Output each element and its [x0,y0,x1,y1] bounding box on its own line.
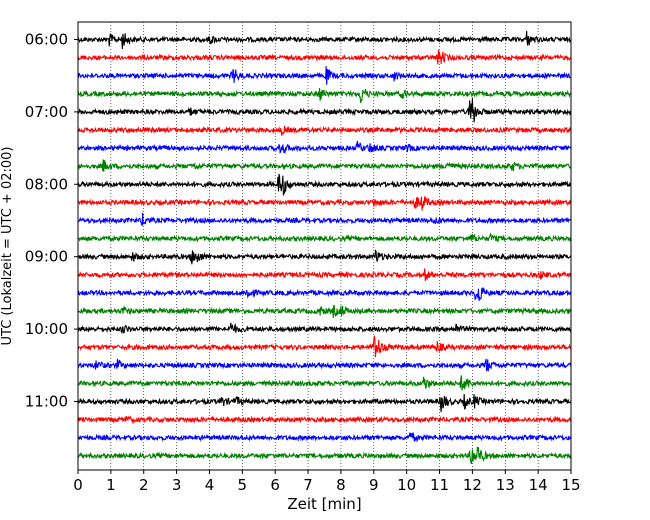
x-tick-label: 9 [369,476,379,494]
x-tick-label: 6 [270,476,280,494]
trace-row-0930 [77,287,572,301]
y-axis-label: UTC (Lokalzeit = UTC + 02:00) [0,147,15,346]
x-tick-label: 8 [336,476,346,494]
trace-row-1130 [77,431,572,443]
x-tick-label: 13 [496,476,515,494]
trace-row-0800 [77,173,572,196]
x-tick-label: 4 [205,476,215,494]
x-axis-ticks: 0 1 2 3 4 5 6 7 8 9 10 11 12 13 14 15 [73,470,581,494]
y-tick-label: 07:00 [25,103,68,121]
trace-row-0830 [77,212,572,227]
trace-row-0630 [77,66,572,85]
x-tick-label: 11 [430,476,449,494]
x-tick-label: 5 [238,476,248,494]
y-tick-label: 11:00 [25,393,68,411]
trace-row-0700 [77,98,572,123]
x-tick-label: 12 [463,476,482,494]
trace-row-0845 [77,232,572,243]
y-tick-label: 10:00 [25,320,68,338]
x-tick-label: 0 [73,476,83,494]
trace-row-0900 [77,249,572,265]
trace-row-0615 [77,49,572,65]
y-tick-label: 08:00 [25,175,68,193]
trace-row-1115 [77,415,572,425]
trace-row-1100 [77,394,572,412]
trace-row-1000 [77,322,572,334]
trace-row-0745 [77,159,572,172]
x-axis-label: Zeit [min] [287,495,361,513]
trace-row-1045 [77,375,572,391]
trace-row-1145 [77,446,572,465]
trace-row-0645 [77,87,572,103]
trace-row-0915 [77,268,572,282]
trace-row-1015 [77,335,572,358]
x-tick-label: 3 [172,476,182,494]
trace-row-1030 [77,358,572,372]
y-tick-label: 09:00 [25,248,68,266]
x-tick-label: 7 [303,476,313,494]
x-tick-label: 15 [561,476,580,494]
trace-row-0945 [77,304,572,319]
y-axis-ticks: 06:00 07:00 08:00 09:00 10:00 11:00 [25,31,78,411]
trace-row-0600 [77,30,572,50]
x-tick-label: 10 [397,476,416,494]
trace-row-0815 [77,196,572,211]
x-tick-label: 2 [139,476,149,494]
trace-row-0715 [77,125,572,137]
plot-frame [77,21,572,471]
x-tick-label: 1 [106,476,116,494]
seismic-traces [77,30,572,465]
y-tick-label: 06:00 [25,31,68,49]
trace-row-0730 [77,140,572,154]
x-tick-label: 14 [529,476,548,494]
